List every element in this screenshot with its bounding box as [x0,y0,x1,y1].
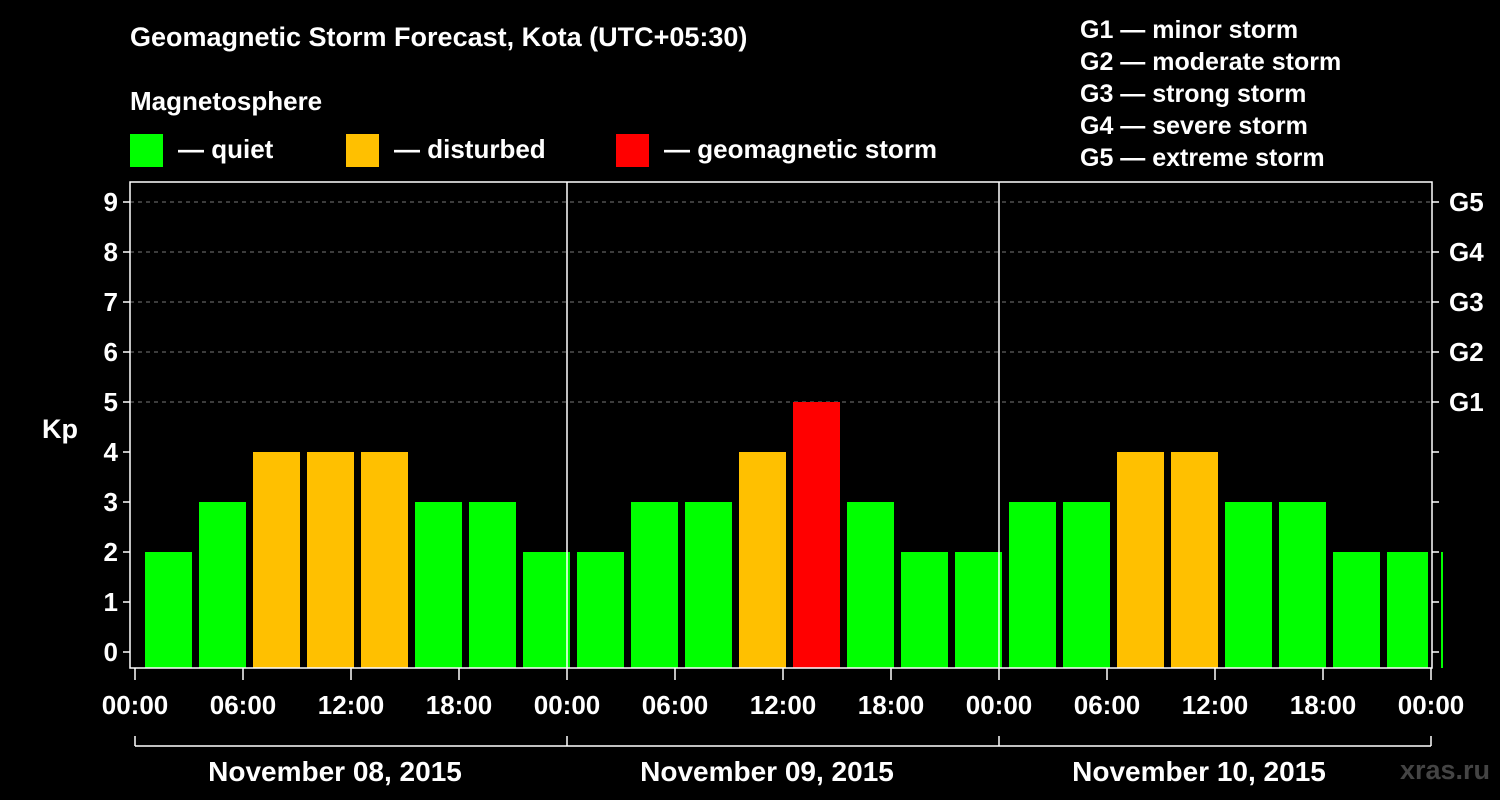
x-tick-label: 06:00 [1074,690,1141,720]
legend-heading: Magnetosphere [130,86,323,116]
legend-label-storm: — geomagnetic storm [664,134,938,164]
y-tick-label: 0 [104,637,118,667]
kp-bar [631,502,678,668]
credit-watermark: xras.ru [1399,755,1490,785]
x-tick-label: 00:00 [534,690,601,720]
kp-bar [1333,552,1380,668]
kp-bar [361,452,408,668]
kp-bar [1279,502,1326,668]
x-tick-label: 18:00 [858,690,925,720]
g-level-label: G3 [1449,287,1484,317]
x-tick-label: 18:00 [426,690,493,720]
kp-bar [955,552,1002,668]
kp-bar [577,552,624,668]
g-scale-item: G1 — minor storm [1080,16,1299,44]
y-tick-label: 9 [104,187,118,217]
y-tick-label: 7 [104,287,118,317]
x-tick-label: 12:00 [750,690,817,720]
legend-swatch-storm [616,134,649,167]
kp-bar [1009,502,1056,668]
kp-bar [415,502,462,668]
kp-bar [793,402,840,668]
legend-label-quiet: — quiet [178,134,274,164]
y-tick-label: 1 [104,587,118,617]
kp-bar [685,502,732,668]
g-level-label: G1 [1449,387,1484,417]
day-label: November 09, 2015 [640,756,894,787]
kp-bar [199,502,246,668]
x-tick-label: 06:00 [642,690,709,720]
kp-bar [1171,452,1218,668]
kp-bar [523,552,570,668]
kp-bar [1117,452,1164,668]
x-tick-label: 00:00 [966,690,1033,720]
kp-bar [1225,502,1272,668]
x-tick-label: 18:00 [1290,690,1357,720]
kp-bar [1441,552,1443,668]
y-tick-label: 3 [104,487,118,517]
kp-bar [1387,552,1428,668]
kp-bar [307,452,354,668]
chart-title: Geomagnetic Storm Forecast, Kota (UTC+05… [130,22,748,52]
x-tick-label: 06:00 [210,690,277,720]
y-tick-label: 5 [104,387,118,417]
x-tick-label: 00:00 [1398,690,1465,720]
kp-bar [145,552,192,668]
x-tick-label: 12:00 [1182,690,1249,720]
legend-swatch-quiet [130,134,163,167]
legend-label-disturbed: — disturbed [394,134,546,164]
legend-swatch-disturbed [346,134,379,167]
kp-bar [847,502,894,668]
plot-frame [129,181,1433,669]
day-label: November 08, 2015 [208,756,462,787]
x-tick-label: 00:00 [102,690,169,720]
g-scale-item: G4 — severe storm [1080,112,1308,140]
kp-bar [253,452,300,668]
g-level-label: G2 [1449,337,1484,367]
day-label: November 10, 2015 [1072,756,1326,787]
y-axis-label: Kp [42,414,78,444]
y-tick-label: 2 [104,537,118,567]
g-level-label: G4 [1449,237,1484,267]
g-scale-legend: G1 — minor storm G2 — moderate storm G3 … [1080,14,1341,174]
g-level-label: G5 [1449,187,1484,217]
kp-bar [739,452,786,668]
y-tick-label: 6 [104,337,118,367]
g-scale-item: G2 — moderate storm [1080,48,1342,76]
y-tick-label: 4 [104,437,119,467]
kp-bar [901,552,948,668]
kp-bar [1063,502,1110,668]
g-scale-item: G5 — extreme storm [1080,144,1325,172]
y-tick-label: 8 [104,237,118,267]
kp-bar [469,502,516,668]
x-tick-label: 12:00 [318,690,385,720]
g-scale-item: G3 — strong storm [1080,80,1307,108]
